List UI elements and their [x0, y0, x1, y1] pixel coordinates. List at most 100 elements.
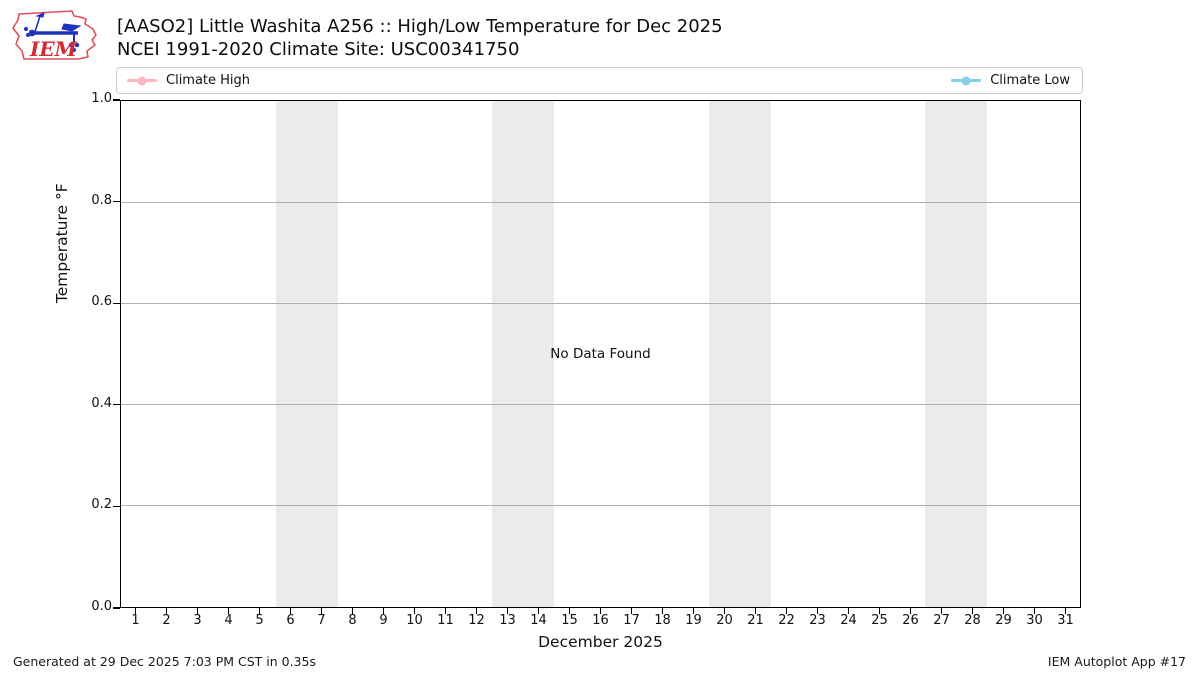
- x-tick-label: 31: [1057, 613, 1074, 628]
- y-gridline: [121, 404, 1080, 406]
- x-tick-mark: [847, 608, 850, 614]
- app-credit: IEM Autoplot App #17: [1047, 654, 1186, 669]
- x-tick-label: 29: [995, 613, 1012, 628]
- x-tick-mark: [134, 608, 137, 614]
- x-tick-mark: [1033, 608, 1036, 614]
- x-tick-label: 4: [224, 613, 233, 628]
- y-tick-mark: [113, 99, 120, 101]
- x-tick-label: 23: [809, 613, 826, 628]
- x-tick-mark: [289, 608, 292, 614]
- chart-subtitle: NCEI 1991-2020 Climate Site: USC00341750: [117, 39, 520, 60]
- x-tick-label: 14: [530, 613, 547, 628]
- x-tick-mark: [661, 608, 664, 614]
- x-tick-label: 20: [716, 613, 733, 628]
- x-tick-mark: [413, 608, 416, 614]
- x-tick-label: 16: [592, 613, 609, 628]
- x-tick-label: 7: [317, 613, 326, 628]
- x-tick-mark: [537, 608, 540, 614]
- generated-timestamp: Generated at 29 Dec 2025 7:03 PM CST in …: [13, 654, 316, 669]
- x-tick-mark: [599, 608, 602, 614]
- x-tick-mark: [940, 608, 943, 614]
- x-tick-label: 15: [561, 613, 578, 628]
- y-axis-tick-labels: 0.0 0.2 0.4 0.6 0.8 1.0: [60, 91, 112, 614]
- x-tick-label: 6: [286, 613, 295, 628]
- x-tick-label: 13: [499, 613, 516, 628]
- x-tick-label: 3: [193, 613, 202, 628]
- weather-station-icon: [24, 12, 82, 52]
- x-tick-mark: [258, 608, 261, 614]
- x-tick-label: 2: [162, 613, 171, 628]
- x-tick-mark: [816, 608, 819, 614]
- title-block: [AASO2] Little Washita A256 :: High/Low …: [117, 15, 723, 61]
- legend-label-climate-high: Climate High: [166, 73, 251, 88]
- x-tick-label: 24: [840, 613, 857, 628]
- y-tick-label: 0.4: [91, 395, 112, 411]
- x-tick-mark: [444, 608, 447, 614]
- x-tick-label: 19: [685, 613, 702, 628]
- x-tick-mark: [351, 608, 354, 614]
- x-tick-mark: [1002, 608, 1005, 614]
- x-tick-label: 12: [468, 613, 485, 628]
- y-gridline: [121, 505, 1080, 507]
- y-gridline: [121, 302, 1080, 304]
- weekend-shade-band: [925, 101, 988, 607]
- y-tick-label: 0.8: [91, 192, 112, 208]
- x-tick-label: 18: [654, 613, 671, 628]
- iowa-outline: [12, 10, 97, 60]
- x-tick-mark: [227, 608, 230, 614]
- y-tick-mark: [113, 200, 120, 203]
- x-tick-label: 1: [131, 613, 140, 628]
- x-tick-label: 10: [406, 613, 423, 628]
- plot-area: No Data Found: [120, 100, 1081, 608]
- x-axis-tick-labels: 1 2 3 4 5 6 7 8 9 10 11 12 13 14 15 16 17 18 19 20 21 22 23 24 2…: [120, 613, 1081, 633]
- x-tick-mark: [785, 608, 788, 614]
- weekend-shade-band: [708, 101, 771, 607]
- x-tick-mark: [971, 608, 974, 614]
- x-tick-mark: [320, 608, 323, 614]
- y-tick-mark: [113, 505, 120, 508]
- x-tick-label: 11: [437, 613, 454, 628]
- x-tick-mark: [196, 608, 199, 614]
- iem-logo-text: IEM: [29, 37, 78, 61]
- x-tick-mark: [506, 608, 509, 614]
- y-tick-label: 0.6: [91, 294, 112, 310]
- x-tick-mark: [1064, 608, 1067, 614]
- legend-label-climate-low: Climate Low: [990, 73, 1070, 88]
- y-tick-label: 0.0: [91, 599, 112, 614]
- climate-high-marker-icon: [127, 75, 157, 86]
- x-tick-mark: [878, 608, 881, 614]
- x-tick-mark: [165, 608, 168, 614]
- y-tick-mark: [113, 302, 120, 304]
- x-tick-mark: [909, 608, 912, 614]
- x-tick-label: 21: [747, 613, 764, 628]
- y-tick-mark: [113, 404, 120, 406]
- legend: Climate High Climate Low: [116, 67, 1083, 94]
- x-tick-label: 26: [902, 613, 919, 628]
- x-axis-tick-marks: [120, 608, 1081, 615]
- x-tick-mark: [475, 608, 478, 614]
- y-tick-label: 0.2: [91, 497, 112, 513]
- x-tick-label: 17: [623, 613, 640, 628]
- x-tick-label: 8: [348, 613, 357, 628]
- y-gridline: [121, 201, 1080, 203]
- x-tick-label: 25: [871, 613, 888, 628]
- x-tick-label: 22: [778, 613, 795, 628]
- chart-title: [AASO2] Little Washita A256 :: High/Low …: [117, 16, 723, 37]
- legend-entry-climate-low: Climate Low: [951, 73, 1070, 88]
- x-tick-mark: [692, 608, 695, 614]
- x-tick-label: 5: [255, 613, 264, 628]
- y-axis-label: Temperature °F: [53, 183, 71, 304]
- x-tick-label: 27: [933, 613, 950, 628]
- y-axis-tick-marks: [113, 99, 120, 609]
- x-tick-mark: [568, 608, 571, 614]
- x-tick-mark: [754, 608, 757, 614]
- x-tick-mark: [382, 608, 385, 614]
- climate-low-marker-icon: [951, 75, 982, 86]
- x-tick-label: 30: [1026, 613, 1043, 628]
- x-tick-label: 28: [964, 613, 981, 628]
- weekend-shade-band: [275, 101, 338, 607]
- legend-entry-climate-high: Climate High: [127, 73, 250, 88]
- x-axis-label: December 2025: [538, 633, 663, 651]
- x-tick-label: 9: [379, 613, 388, 628]
